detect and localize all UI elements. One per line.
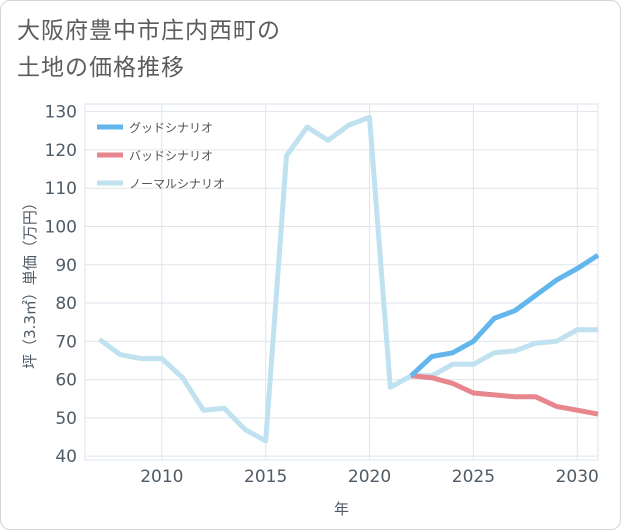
y-tick-label: 50: [55, 409, 77, 429]
y-tick-label: 80: [55, 294, 77, 314]
y-tick-label: 40: [55, 447, 77, 467]
series-lines: [98, 114, 600, 444]
plot-area-frame: [84, 103, 599, 461]
y-tick-label: 60: [55, 371, 77, 391]
y-tick-label: 120: [45, 141, 77, 161]
legend-label: バッドシナリオ: [129, 149, 213, 163]
y-tick-label: 110: [45, 179, 77, 199]
y-tick-label: 90: [55, 256, 77, 276]
grid: [84, 103, 599, 461]
legend-label: グッドシナリオ: [129, 121, 213, 135]
chart-title-line2: 土地の価格推移: [17, 55, 185, 81]
x-tick-label: 2025: [452, 467, 495, 487]
axis-ticks: 40 50 60 70 80 90 100 110 120 130 2010 2015 2020 2025…: [45, 103, 599, 487]
x-axis-label: 年: [334, 500, 349, 518]
series-line: [410, 373, 599, 417]
y-tick-label: 70: [55, 332, 77, 352]
x-tick-label: 2010: [140, 467, 183, 487]
chart-title: 大阪府豊中市庄内西町の 土地の価格推移: [17, 13, 437, 87]
y-tick-label: 100: [45, 217, 77, 237]
x-tick-label: 2020: [348, 467, 391, 487]
series-line: [409, 253, 600, 378]
x-tick-label: 2015: [244, 467, 287, 487]
series-line: [98, 114, 598, 444]
y-axis-label: 坪（3.3㎡）単価（万円）: [21, 195, 39, 369]
chart-title-line1: 大阪府豊中市庄内西町の: [17, 18, 281, 44]
legend-label: ノーマルシナリオ: [129, 177, 225, 191]
x-tick-label: 2030: [556, 467, 599, 487]
y-tick-label: 130: [45, 103, 77, 123]
